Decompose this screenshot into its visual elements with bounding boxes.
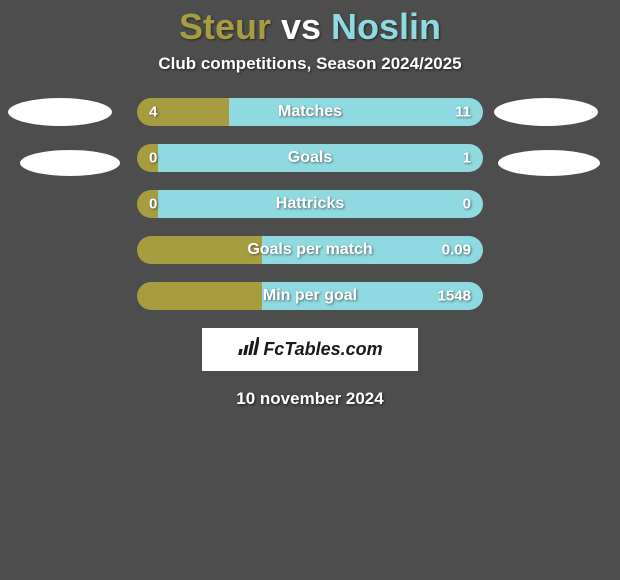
comparison-bars: Matches 4 11 Goals 0 1 Hattricks 0 0 Goals per ma… [137,98,483,310]
bar-chart-icon [237,337,259,362]
source-logo: FcTables.com [202,328,418,371]
bar-value-right: 0 [463,196,471,213]
bar-label: Hattricks [276,195,344,213]
subtitle: Club competitions, Season 2024/2025 [0,54,620,74]
decorative-oval [20,150,120,176]
title-vs: vs [281,6,321,47]
bar-label: Matches [278,103,342,121]
bar-label: Goals [288,149,332,167]
bar-value-left: 0 [149,196,157,213]
title-player2: Noslin [331,6,441,47]
bar-value-left: 4 [149,104,157,121]
bar-label: Min per goal [263,287,357,305]
bar-value-left: 0 [149,150,157,167]
date-text: 10 november 2024 [0,389,620,409]
decorative-oval [494,98,598,126]
page-title: Steur vs Noslin [0,6,620,48]
bar-label: Goals per match [247,241,372,259]
bar-right-segment [229,98,483,126]
stat-bar-row: Matches 4 11 [137,98,483,126]
decorative-oval [8,98,112,126]
bar-left-segment [137,282,262,310]
bar-value-right: 0.09 [442,242,471,259]
bar-left-segment [137,236,262,264]
title-player1: Steur [179,6,271,47]
stat-bar-row: Goals 0 1 [137,144,483,172]
bar-value-right: 1 [463,150,471,167]
stat-bar-row: Goals per match 0.09 [137,236,483,264]
stat-bar-row: Hattricks 0 0 [137,190,483,218]
decorative-oval [498,150,600,176]
comparison-infographic: Steur vs Noslin Club competitions, Seaso… [0,0,620,409]
bar-value-right: 1548 [438,288,471,305]
logo-text: FcTables.com [263,339,382,360]
stat-bar-row: Min per goal 1548 [137,282,483,310]
bar-value-right: 11 [455,104,471,121]
chart-area: Matches 4 11 Goals 0 1 Hattricks 0 0 Goals per ma… [0,98,620,310]
